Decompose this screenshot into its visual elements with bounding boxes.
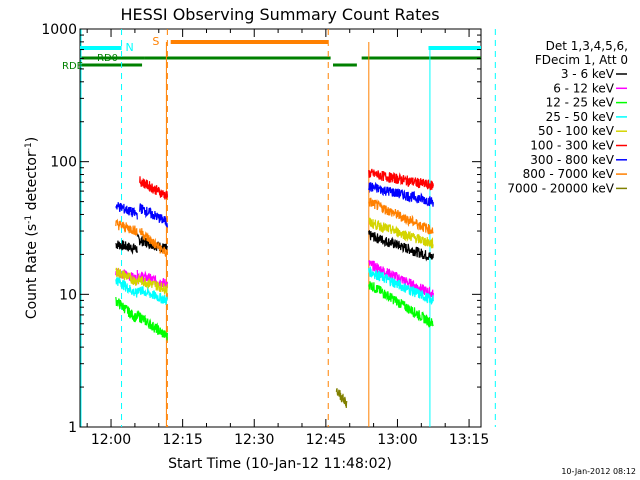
y-tick-label: 100 [50, 155, 77, 171]
series-line [368, 181, 434, 207]
series-line [115, 202, 138, 220]
series-line [115, 297, 138, 323]
rd0-label: RD0 [97, 53, 118, 64]
x-axis: 12:00 12:15 12:30 12:45 13:00 13:15 [86, 29, 489, 448]
series-line [139, 203, 168, 228]
plot-frame [79, 28, 482, 428]
legend-label: 50 - 100 keV [538, 124, 615, 138]
x-tick-label: 12:00 [91, 432, 131, 448]
series-line [136, 285, 168, 306]
series-line [368, 230, 434, 262]
y-axis-label-main: Count Rate (s [24, 224, 40, 319]
y-axis: 1 10 100 1000 [41, 22, 481, 436]
legend: Det 1,3,4,5,6,FDecim 1, Att 03 - 6 keV6 … [507, 39, 628, 195]
series-line [368, 168, 434, 191]
series-line [368, 217, 434, 250]
series-line [136, 274, 168, 296]
series-line [139, 228, 168, 257]
legend-header: Det 1,3,4,5,6, [546, 39, 628, 53]
series-line [115, 267, 138, 286]
annotation-layer: N S RD0 RDE [62, 29, 496, 427]
y-axis-label-sup2: -1 [24, 142, 34, 151]
y-axis-label-sup1: -1 [24, 215, 34, 224]
x-tick-label: 12:45 [306, 432, 346, 448]
y-tick-label: 1000 [41, 22, 77, 38]
y-axis-label-end: ) [24, 137, 40, 142]
legend-label: 12 - 25 keV [546, 96, 615, 110]
x-tick-label: 12:15 [162, 432, 202, 448]
legend-label: 6 - 12 keV [553, 81, 615, 95]
series-line [368, 197, 434, 235]
x-axis-label: Start Time (10-Jan-12 11:48:02) [168, 456, 392, 472]
y-axis-label-mid: detector [24, 151, 40, 215]
y-tick-label: 10 [59, 287, 77, 303]
series-layer [115, 168, 434, 409]
rde-label: RDE [62, 61, 83, 72]
series-line [139, 176, 168, 200]
s-label: S [152, 35, 159, 48]
legend-label: 800 - 7000 keV [523, 167, 615, 181]
plot-area [79, 28, 482, 428]
series-line [136, 269, 168, 291]
x-tick-label: 13:00 [377, 432, 417, 448]
footer-date: 10-Jan-2012 08:12 [561, 467, 636, 476]
n-label: N [126, 41, 134, 54]
series-line [335, 387, 348, 409]
legend-header: FDecim 1, Att 0 [535, 53, 628, 67]
x-tick-label: 12:30 [234, 432, 274, 448]
y-axis-label: Count Rate (s-1 detector-1) [24, 137, 40, 319]
legend-label: 3 - 6 keV [561, 67, 615, 81]
series-line [136, 310, 168, 341]
series-line [368, 266, 434, 305]
legend-label: 300 - 800 keV [530, 153, 614, 167]
series-line [115, 239, 138, 255]
series-line [115, 218, 138, 236]
series-line [368, 281, 434, 329]
series-line [115, 276, 138, 298]
legend-label: 100 - 300 keV [530, 139, 614, 153]
x-tick-label: 13:15 [449, 432, 489, 448]
y-tick-label: 1 [68, 420, 77, 436]
legend-label: 7000 - 20000 keV [507, 181, 614, 195]
chart-title: HESSI Observing Summary Count Rates [120, 5, 439, 24]
legend-label: 25 - 50 keV [546, 110, 615, 124]
